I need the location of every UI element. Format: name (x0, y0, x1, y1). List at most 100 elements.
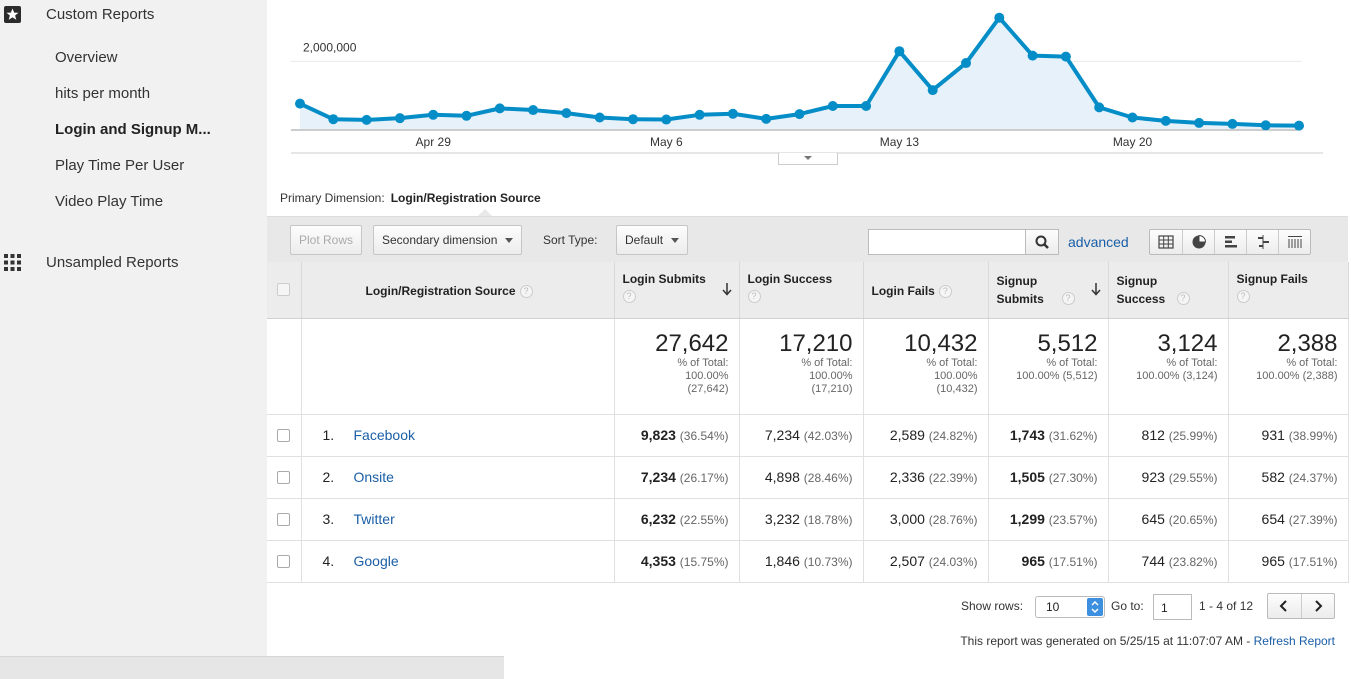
source-link[interactable]: Onsite (353, 468, 394, 485)
data-point[interactable] (794, 109, 805, 120)
select-all-checkbox[interactable] (277, 283, 291, 296)
data-point[interactable] (295, 98, 305, 109)
data-point[interactable] (494, 103, 505, 114)
data-point[interactable] (694, 109, 705, 120)
sidebar-section-unsampled-reports[interactable]: Unsampled Reports (0, 250, 267, 278)
data-point[interactable] (1160, 115, 1171, 126)
help-icon[interactable]: ? (747, 290, 761, 303)
data-point[interactable] (1294, 120, 1304, 131)
metric-value: 1,299 (1009, 510, 1045, 527)
help-icon[interactable]: ? (938, 285, 952, 299)
search-button[interactable] (1025, 229, 1059, 255)
row-checkbox[interactable] (277, 554, 291, 568)
table-row[interactable]: 3. Twitter 6,232 (22.55%) 3,232 (18.78%) 3,0… (267, 498, 1349, 541)
row-number: 1. (322, 426, 335, 443)
plot-rows-button[interactable]: Plot Rows (290, 225, 363, 255)
data-point[interactable] (927, 85, 938, 96)
advanced-filter-link[interactable]: advanced (1068, 234, 1129, 250)
metric-value: 654 (1261, 510, 1285, 527)
metric-percent: (23.82%) (1168, 554, 1218, 569)
metric-cell: 812 (25.99%) (1108, 414, 1229, 457)
table-grid-icon (1158, 235, 1174, 249)
source-link[interactable]: Facebook (353, 426, 415, 443)
chart-collapse-toggle[interactable] (778, 153, 838, 165)
data-point[interactable] (1094, 102, 1105, 113)
data-point[interactable] (827, 101, 838, 111)
metric-percent: (38.99%) (1288, 428, 1338, 443)
total-login-success: 17,210% of Total: 100.00% (17,210) (739, 318, 864, 415)
data-point[interactable] (328, 114, 339, 125)
help-icon[interactable]: ? (1061, 292, 1075, 305)
column-header-signup-submits[interactable]: Signup Submits? (988, 262, 1109, 319)
table-row[interactable]: 4. Google 4,353 (15.75%) 1,846 (10.73%) 2,50… (267, 540, 1349, 583)
metric-cell: 2,507 (24.03%) (863, 540, 989, 583)
view-comparison-button[interactable] (1246, 230, 1278, 254)
help-icon[interactable]: ? (1236, 290, 1250, 303)
sidebar-item-overview[interactable]: Overview (55, 49, 118, 66)
view-pie-button[interactable] (1182, 230, 1214, 254)
metric-percent: (36.54%) (679, 428, 729, 443)
column-header-login-fails[interactable]: Login Fails? (863, 262, 989, 319)
refresh-report-link[interactable]: Refresh Report (1253, 634, 1335, 648)
column-header-login-submits[interactable]: Login Submits? (614, 262, 740, 319)
column-header-login-success[interactable]: Login Success? (739, 262, 864, 319)
primary-dimension-value[interactable]: Login/Registration Source (390, 191, 541, 205)
data-point[interactable] (561, 108, 572, 119)
data-point[interactable] (1227, 118, 1238, 129)
data-point[interactable] (1127, 112, 1138, 123)
data-point[interactable] (661, 114, 672, 125)
help-icon[interactable]: ? (1176, 292, 1190, 305)
metric-percent: (27.30%) (1048, 470, 1098, 485)
table-row[interactable]: 2. Onsite 7,234 (26.17%) 4,898 (28.46%) 2,33… (267, 456, 1349, 499)
data-point[interactable] (428, 109, 439, 120)
next-page-button[interactable] (1300, 594, 1334, 618)
view-pivot-button[interactable] (1278, 230, 1310, 254)
sidebar-section-custom-reports[interactable]: Custom Reports (0, 2, 267, 30)
column-header-signup-success[interactable]: Signup Success? (1108, 262, 1229, 319)
view-bar-button[interactable] (1214, 230, 1246, 254)
help-icon[interactable]: ? (519, 285, 533, 299)
data-point[interactable] (628, 114, 638, 125)
metric-value: 4,353 (640, 552, 676, 569)
data-point[interactable] (1060, 51, 1071, 62)
secondary-dimension-dropdown[interactable]: Secondary dimension (373, 225, 523, 255)
data-point[interactable] (528, 105, 539, 116)
sidebar-item-video-play-time[interactable]: Video Play Time (55, 193, 164, 210)
data-point[interactable] (461, 110, 472, 121)
source-link[interactable]: Google (353, 552, 399, 569)
sidebar-item-hits-per-month[interactable]: hits per month (55, 85, 151, 102)
row-checkbox[interactable] (277, 428, 291, 442)
row-checkbox[interactable] (277, 512, 291, 526)
sidebar-item-play-time-per-user[interactable]: Play Time Per User (55, 157, 185, 174)
source-link[interactable]: Twitter (353, 510, 395, 527)
data-point[interactable] (594, 112, 605, 123)
metric-value: 9,823 (640, 426, 676, 443)
sort-type-dropdown[interactable]: Default (616, 225, 689, 255)
data-point[interactable] (1027, 50, 1038, 61)
data-point[interactable] (1260, 120, 1271, 131)
show-rows-select[interactable]: 10 (1035, 596, 1105, 618)
metric-percent: (25.99%) (1168, 428, 1218, 443)
help-icon[interactable]: ? (622, 290, 636, 303)
data-point[interactable] (861, 101, 872, 111)
data-point[interactable] (961, 58, 971, 69)
data-point[interactable] (1194, 117, 1205, 128)
view-table-button[interactable] (1150, 230, 1182, 254)
column-header-source[interactable]: Login/Registration Source? (301, 262, 615, 319)
goto-page-input[interactable]: 1 (1153, 594, 1192, 620)
table-row[interactable]: 1. Facebook 9,823 (36.54%) 7,234 (42.03%) 2,… (267, 414, 1349, 457)
data-point[interactable] (727, 108, 738, 119)
table-search-input[interactable] (868, 229, 1026, 255)
previous-page-button[interactable] (1268, 594, 1301, 618)
column-header-signup-fails[interactable]: Signup Fails? (1228, 262, 1349, 319)
row-checkbox[interactable] (277, 470, 291, 484)
sidebar-item-login-signup[interactable]: Login and Signup M... (55, 121, 211, 138)
data-point[interactable] (361, 114, 372, 125)
generated-text: This report was generated on 5/25/15 at … (960, 634, 1254, 648)
column-header-label: Signup Fails (1236, 272, 1308, 286)
data-point[interactable] (761, 113, 772, 124)
data-point[interactable] (394, 113, 405, 124)
data-point[interactable] (894, 46, 905, 57)
data-point[interactable] (994, 12, 1005, 23)
bar-chart-icon (1224, 236, 1237, 248)
